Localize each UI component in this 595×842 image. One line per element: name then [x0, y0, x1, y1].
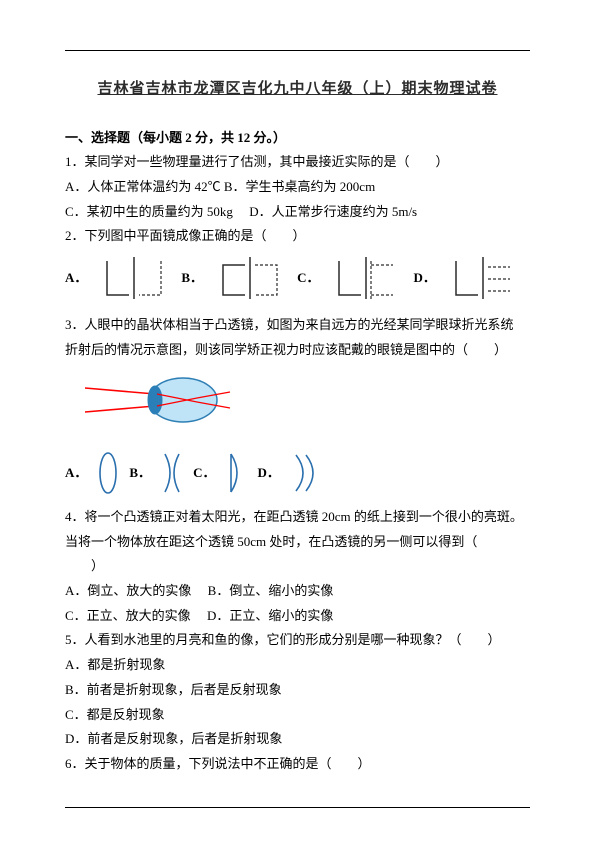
q2-diagram-b [215, 255, 285, 301]
q5-stem: 5．人看到水池里的月亮和鱼的像，它们的形成分别是哪一种现象？（ ） [65, 628, 530, 653]
q5-opt-a: A．都是折射现象 [65, 653, 530, 678]
q3-stem-1: 3．人眼中的晶状体相当于凸透镜，如图为来自远方的光经某同学眼球折光系统 [65, 313, 530, 338]
q2-diagram-d [448, 255, 518, 301]
q1-opt-b: B．学生书桌高约为 200cm [224, 179, 375, 194]
q4-opts-row1: A．倒立、放大的实像 B．倒立、缩小的实像 [65, 579, 530, 604]
q2-diagram-row: A． B． C． D． [65, 255, 530, 301]
q2-label-a: A． [65, 266, 87, 291]
q2-diagram-a [99, 255, 169, 301]
q1-opt-d: D．人正常步行速度约为 5m/s [249, 204, 417, 219]
q1-stem: 1．某同学对一些物理量进行了估测，其中最接近实际的是（ ） [65, 150, 530, 175]
q3-label-d: D． [257, 461, 279, 486]
q3-label-a: A． [65, 461, 87, 486]
q3-label-b: B． [129, 461, 151, 486]
q4-opt-c: C．正立、放大的实像 [65, 608, 191, 623]
section-heading: 一、选择题（每小题 2 分，共 12 分。） [65, 126, 530, 151]
q1-opt-a: A．人体正常体温约为 42℃ [65, 179, 221, 194]
q5-opt-b: B．前者是折射现象，后者是反射现象 [65, 678, 530, 703]
q1-opt-c: C．某初中生的质量约为 50kg [65, 204, 233, 219]
q4-stem-2: 当将一个物体放在距这个透镜 50cm 处时，在凸透镜的另一侧可以得到（ [65, 530, 530, 555]
q5-opt-d: D．前者是反射现象，后者是折射现象 [65, 727, 530, 752]
q4-opt-d: D．正立、缩小的实像 [207, 608, 333, 623]
q2-stem: 2．下列图中平面镜成像正确的是（ ） [65, 224, 530, 249]
q3-lens-b [161, 451, 183, 495]
q6-stem: 6．关于物体的质量，下列说法中不正确的是（ ） [65, 752, 530, 777]
q2-label-b: B． [181, 266, 203, 291]
q1-opts-row2: C．某初中生的质量约为 50kg D．人正常步行速度约为 5m/s [65, 200, 530, 225]
q2-label-c: C． [297, 266, 319, 291]
q2-diagram-c [331, 255, 401, 301]
q4-stem-3: ） [65, 554, 530, 579]
q4-stem-1: 4．将一个凸透镜正对着太阳光，在距凸透镜 20cm 的纸上接到一个很小的亮斑。 [65, 505, 530, 530]
q3-eye-diagram [85, 368, 530, 441]
top-rule [65, 50, 530, 51]
q3-lens-c [225, 451, 247, 495]
q5-opt-c: C．都是反射现象 [65, 703, 530, 728]
q3-lens-row: A． B． C． D． [65, 451, 530, 495]
q2-label-d: D． [413, 266, 435, 291]
q4-opt-b: B．倒立、缩小的实像 [208, 583, 334, 598]
q3-lens-d [290, 451, 316, 495]
page-title: 吉林省吉林市龙潭区吉化九中八年级（上）期末物理试卷 [65, 75, 530, 104]
q4-opt-a: A．倒立、放大的实像 [65, 583, 191, 598]
q4-opts-row2: C．正立、放大的实像 D．正立、缩小的实像 [65, 604, 530, 629]
q1-opts-row1: A．人体正常体温约为 42℃ B．学生书桌高约为 200cm [65, 175, 530, 200]
q3-stem-2: 折射后的情况示意图，则该同学矫正视力时应该配戴的眼镜是图中的（ ） [65, 338, 530, 363]
q3-label-c: C． [193, 461, 215, 486]
q3-lens-a [97, 451, 119, 495]
bottom-rule [65, 807, 530, 808]
